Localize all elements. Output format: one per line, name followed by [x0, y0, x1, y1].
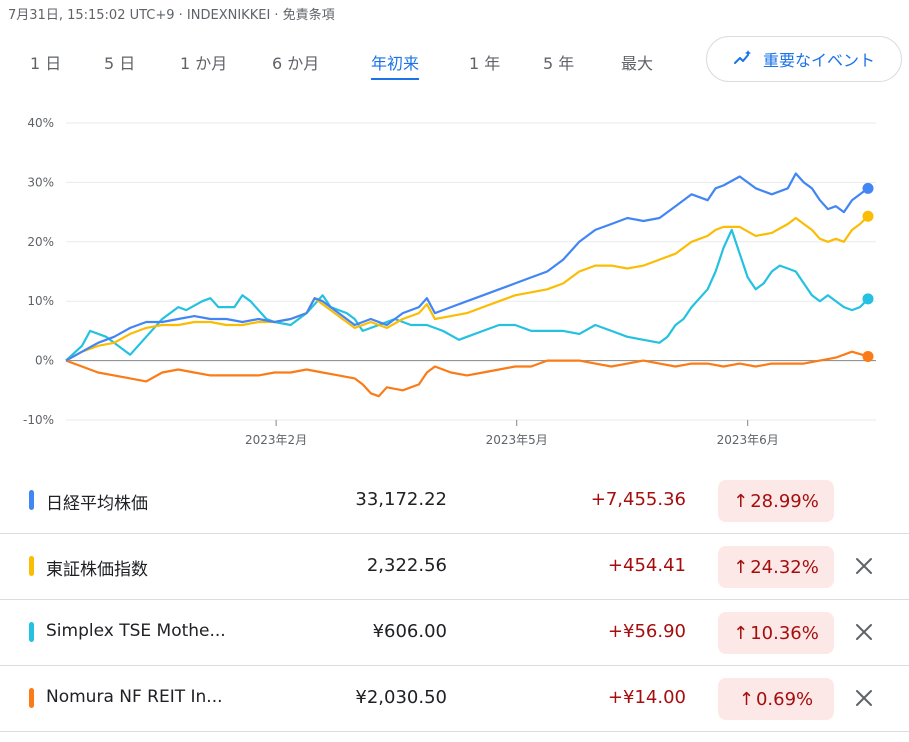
instrument-price: 2,322.56 — [366, 555, 447, 576]
y-tick-label: 20% — [27, 235, 54, 249]
comparison-row-topix[interactable]: 東証株価指数 2,322.56 +454.41 ↑ 24.32% — [0, 534, 909, 600]
key-events-label: 重要なイベント — [762, 51, 875, 70]
remove-comparison-icon[interactable] — [852, 620, 876, 644]
series-endpoint — [862, 182, 874, 194]
y-tick-label: 40% — [27, 116, 54, 130]
series-endpoint — [862, 293, 874, 305]
tab-6-months[interactable]: 6 か月 — [272, 54, 320, 73]
comparison-row-nikkei[interactable]: 日経平均株価 33,172.22 +7,455.36 ↑ 28.99% — [0, 468, 909, 534]
instrument-change: +454.41 — [607, 555, 686, 576]
tab-ytd[interactable]: 年初来 — [371, 50, 420, 80]
series-swatch — [29, 622, 34, 642]
arrow-up-icon: ↑ — [738, 688, 754, 710]
percent-change-badge: ↑ 28.99% — [718, 480, 834, 522]
instrument-price: 33,172.22 — [355, 489, 447, 510]
x-tick-label: 2023年6月 — [717, 433, 779, 447]
series-line — [65, 350, 869, 398]
series-endpoint — [862, 210, 874, 222]
instrument-name: 日経平均株価 — [46, 494, 148, 514]
instrument-name: Simplex TSE Mothe... — [46, 621, 226, 641]
tab-5-years[interactable]: 5 年 — [543, 54, 575, 73]
series-swatch — [29, 490, 34, 510]
sparkle-trend-icon — [733, 50, 751, 64]
tab-1-day[interactable]: 1 日 — [30, 54, 62, 73]
key-events-button[interactable]: 重要なイベント — [706, 36, 902, 82]
percent-change-badge: ↑ 24.32% — [718, 546, 834, 588]
percent-change-badge: ↑ 0.69% — [718, 678, 834, 720]
series-line — [65, 172, 869, 362]
arrow-up-icon: ↑ — [733, 490, 749, 512]
series-swatch — [29, 688, 34, 708]
arrow-up-icon: ↑ — [733, 622, 749, 644]
y-tick-label: -10% — [23, 413, 54, 427]
series-swatch — [29, 556, 34, 576]
chart-subtitle: 7月31日, 15:15:02 UTC+9 · INDEXNIKKEI · 免責… — [8, 8, 335, 23]
instrument-name: 東証株価指数 — [46, 560, 148, 580]
instrument-change: +7,455.36 — [590, 489, 686, 510]
x-tick-label: 2023年5月 — [486, 433, 548, 447]
percent-change-value: 0.69% — [755, 688, 814, 710]
instrument-price: ¥606.00 — [372, 621, 447, 642]
price-comparison-chart[interactable]: 40% 30% 20% 10% 0% -10% 2023年2月 2023年5月 2023年6月 — [0, 100, 909, 460]
tab-5-days[interactable]: 5 日 — [104, 54, 136, 73]
instrument-change: +¥56.90 — [607, 621, 686, 642]
y-tick-label: 30% — [27, 175, 54, 189]
series-endpoint — [862, 350, 874, 362]
y-tick-label: 0% — [35, 354, 54, 368]
tab-max[interactable]: 最大 — [621, 54, 654, 73]
tab-1-month[interactable]: 1 か月 — [180, 54, 228, 73]
remove-comparison-icon[interactable] — [852, 686, 876, 710]
instrument-price: ¥2,030.50 — [355, 687, 447, 708]
comparison-row-mothers[interactable]: Simplex TSE Mothe... ¥606.00 +¥56.90 ↑ 10… — [0, 600, 909, 666]
comparison-row-reit[interactable]: Nomura NF REIT In... ¥2,030.50 +¥14.00 ↑… — [0, 666, 909, 732]
y-tick-label: 10% — [27, 294, 54, 308]
comparison-table: 日経平均株価 33,172.22 +7,455.36 ↑ 28.99% 東証株価指… — [0, 468, 909, 732]
percent-change-value: 28.99% — [750, 490, 819, 512]
series-line — [65, 228, 869, 362]
x-tick-label: 2023年2月 — [245, 433, 307, 447]
remove-comparison-icon[interactable] — [852, 554, 876, 578]
series-line — [65, 215, 869, 362]
tab-1-year[interactable]: 1 年 — [469, 54, 501, 73]
arrow-up-icon: ↑ — [733, 556, 749, 578]
percent-change-value: 24.32% — [750, 556, 819, 578]
percent-change-value: 10.36% — [750, 622, 819, 644]
instrument-name: Nomura NF REIT In... — [46, 687, 223, 707]
instrument-change: +¥14.00 — [607, 687, 686, 708]
percent-change-badge: ↑ 10.36% — [718, 612, 834, 654]
